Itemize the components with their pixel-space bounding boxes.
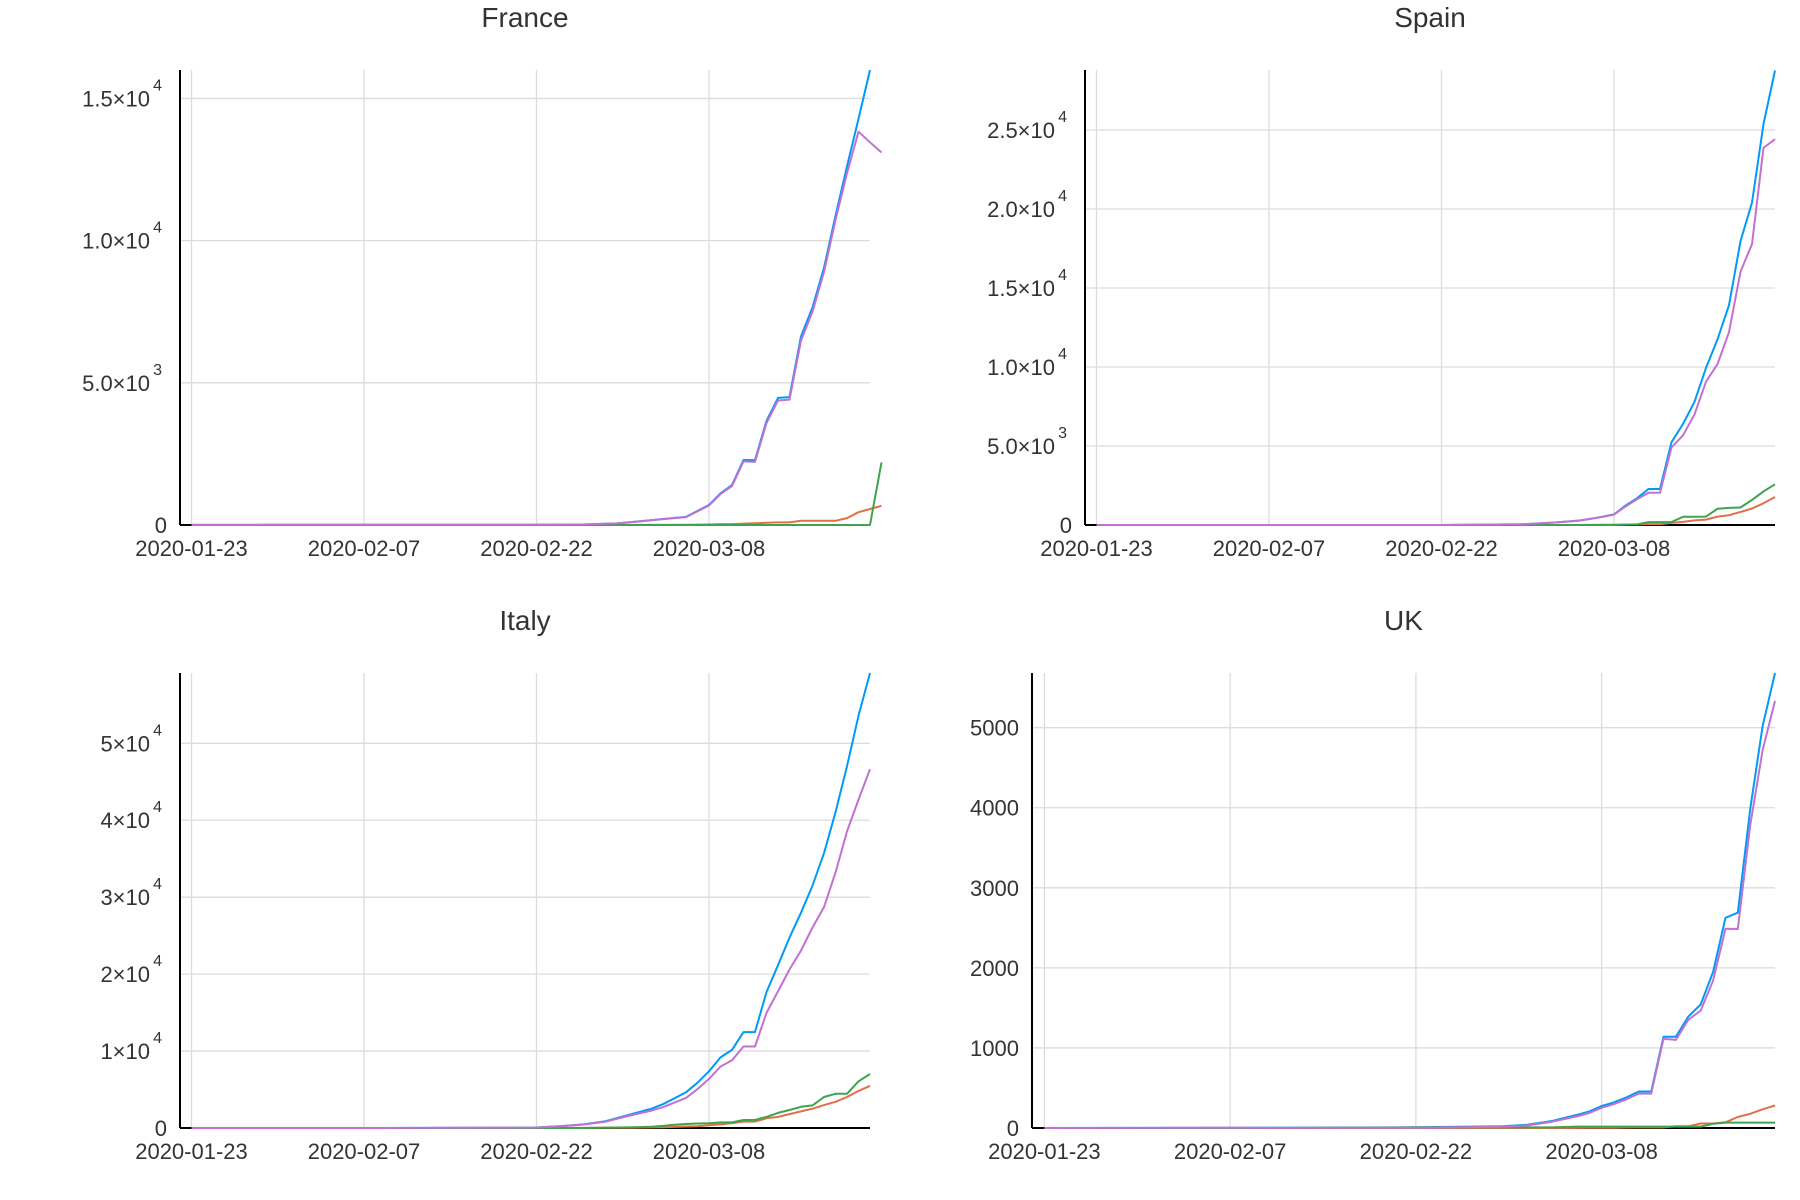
- subplot-title: UK: [1384, 605, 1423, 636]
- x-tick-label: 2020-03-08: [653, 1139, 766, 1164]
- y-tick-exponent: 4: [153, 953, 162, 970]
- series-purple-line: [191, 130, 883, 526]
- y-tick-label: 1.0×10: [987, 355, 1055, 380]
- y-tick-exponent: 3: [153, 362, 162, 379]
- series-blue-line: [1096, 70, 1776, 526]
- x-tick-label: 2020-01-23: [988, 1139, 1101, 1164]
- y-tick-exponent: 4: [153, 799, 162, 816]
- x-tick-label: 2020-01-23: [1040, 536, 1153, 561]
- y-tick-label: 5.0×10: [82, 371, 150, 396]
- y-tick-label: 3000: [970, 876, 1019, 901]
- y-tick-label: 0: [155, 1116, 167, 1141]
- y-tick-label: 1000: [970, 1036, 1019, 1061]
- subplot-uk: UK 2020-01-23 2020-02-07 2020-02-22 2020-03…: [970, 605, 1776, 1164]
- series-orange-line: [191, 1084, 871, 1129]
- y-tick-label: 1.0×10: [82, 229, 150, 254]
- y-tick-exponent: 4: [1058, 109, 1067, 126]
- y-tick-label: 2.0×10: [987, 197, 1055, 222]
- x-tick-label: 2020-03-08: [1545, 1139, 1658, 1164]
- y-tick-exponent: 3: [1058, 425, 1067, 442]
- x-tick-label: 2020-02-22: [1385, 536, 1498, 561]
- subplot-spain: Spain 2020-01-23 2020-02-07 2020-02-22 2020…: [987, 2, 1776, 561]
- y-tick-label: 2×10: [100, 962, 150, 987]
- y-tick-exponent: 4: [153, 876, 162, 893]
- y-tick-label: 0: [1007, 1116, 1019, 1141]
- x-tick-label: 2020-02-07: [308, 536, 421, 561]
- y-tick-exponent: 4: [153, 77, 162, 94]
- series-blue-line: [1044, 672, 1776, 1129]
- y-tick-label: 2.5×10: [987, 118, 1055, 143]
- subplot-title: France: [481, 2, 568, 33]
- x-tick-label: 2020-02-07: [1213, 536, 1326, 561]
- y-tick-label: 1.5×10: [82, 86, 150, 111]
- x-tick-label: 2020-02-22: [1360, 1139, 1473, 1164]
- series-orange-line: [1044, 1104, 1776, 1129]
- y-tick-label: 4000: [970, 796, 1019, 821]
- y-tick-label: 0: [155, 513, 167, 538]
- y-tick-label: 2000: [970, 956, 1019, 981]
- x-tick-label: 2020-03-08: [1558, 536, 1671, 561]
- y-tick-label: 4×10: [100, 808, 150, 833]
- x-tick-label: 2020-02-22: [480, 536, 593, 561]
- series-green-line: [1096, 483, 1776, 526]
- y-tick-exponent: 4: [153, 722, 162, 739]
- y-tick-label: 1.5×10: [987, 276, 1055, 301]
- y-tick-label: 5000: [970, 716, 1019, 741]
- subplot-italy: Italy 2020-01-23 2020-02-07 2020-02-22 2020…: [100, 605, 871, 1164]
- x-tick-label: 2020-01-23: [135, 1139, 248, 1164]
- x-tick-label: 2020-02-22: [480, 1139, 593, 1164]
- y-tick-label: 5×10: [100, 731, 150, 756]
- y-tick-exponent: 4: [153, 1030, 162, 1047]
- y-tick-label: 3×10: [100, 885, 150, 910]
- y-tick-exponent: 4: [153, 220, 162, 237]
- y-tick-exponent: 4: [1058, 188, 1067, 205]
- y-tick-exponent: 4: [1058, 346, 1067, 363]
- series-purple-line: [191, 768, 871, 1129]
- x-tick-label: 2020-02-07: [308, 1139, 421, 1164]
- x-tick-label: 2020-01-23: [135, 536, 248, 561]
- series-purple-line: [1044, 700, 1776, 1129]
- series-purple-line: [1096, 138, 1776, 526]
- y-tick-exponent: 4: [1058, 267, 1067, 284]
- x-tick-label: 2020-02-07: [1174, 1139, 1287, 1164]
- subplot-title: Spain: [1394, 2, 1466, 33]
- y-tick-label: 0: [1060, 513, 1072, 538]
- x-tick-label: 2020-03-08: [653, 536, 766, 561]
- y-tick-label: 5.0×10: [987, 434, 1055, 459]
- series-blue-line: [191, 69, 871, 526]
- series-green-line: [1044, 1121, 1775, 1129]
- subplot-france: France 2020-01-23 2020-02-07 2020-02-22 202…: [82, 2, 883, 561]
- y-tick-label: 1×10: [100, 1039, 150, 1064]
- subplot-title: Italy: [499, 605, 550, 636]
- series-green-line: [191, 1073, 871, 1129]
- series-blue-line: [191, 672, 871, 1129]
